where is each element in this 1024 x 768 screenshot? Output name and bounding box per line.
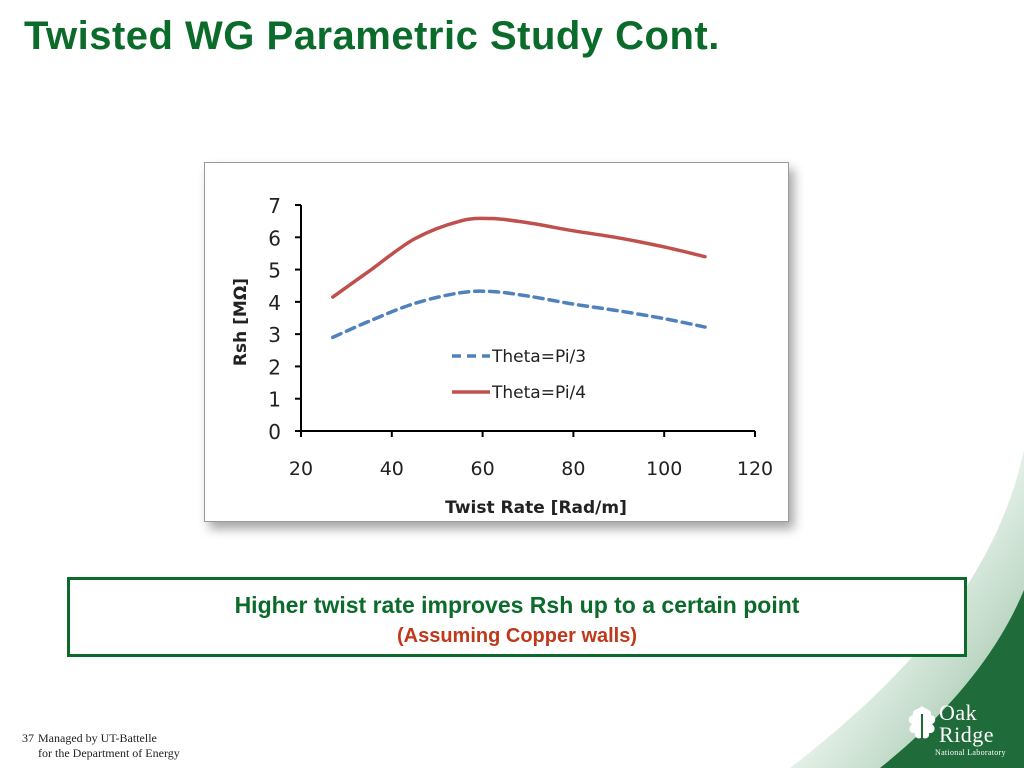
y-tick-label: 6 <box>268 226 281 250</box>
x-tick-label: 40 <box>380 458 404 480</box>
x-tick-label: 20 <box>289 458 313 480</box>
x-tick-label: 60 <box>471 458 495 480</box>
logo-text-ridge: Ridge <box>939 722 995 747</box>
y-axis-label: Rsh [MΩ] <box>231 278 251 366</box>
chart-container: 0 1 2 3 4 5 6 7 20 40 60 80 100 120 Twist Rate [Rad/m]… <box>204 162 789 522</box>
legend-label-2: Theta=Pi/4 <box>491 383 586 403</box>
y-tick-label: 5 <box>268 259 281 283</box>
callout-box: Higher twist rate improves Rsh up to a c… <box>67 577 967 657</box>
callout-sub-text: (Assuming Copper walls) <box>396 625 638 647</box>
line-chart: 0 1 2 3 4 5 6 7 20 40 60 80 100 120 Twist Rate [Rad/m]… <box>231 194 773 518</box>
logo-text-lab: National Laboratory <box>935 748 1006 757</box>
slide-title: Twisted WG Parametric Study Cont. <box>24 14 720 58</box>
x-axis-label: Twist Rate [Rad/m] <box>445 498 627 518</box>
series-line-2 <box>331 216 707 299</box>
oak-leaf-icon <box>908 706 936 744</box>
y-tick-label: 3 <box>268 323 281 347</box>
series-line-1 <box>331 289 707 340</box>
callout-main-text: Higher twist rate improves Rsh up to a c… <box>234 592 800 618</box>
x-tick-label: 80 <box>561 458 585 480</box>
oak-ridge-logo: Oak Ridge National Laboratory <box>905 700 1020 762</box>
page-number: 37 <box>22 731 34 745</box>
y-tick-label: 1 <box>268 388 281 412</box>
y-tick-label: 2 <box>268 355 281 379</box>
legend-label-1: Theta=Pi/3 <box>491 347 586 367</box>
y-tick-label: 0 <box>268 420 281 444</box>
footer-line-2: for the Department of Energy <box>38 746 180 760</box>
x-tick-label: 120 <box>737 458 773 480</box>
y-tick-label: 7 <box>268 194 281 218</box>
logo-text-oak: Oak <box>939 700 978 725</box>
y-tick-label: 4 <box>268 291 281 315</box>
footer-line-1: Managed by UT-Battelle <box>38 731 157 745</box>
footer: 37 Managed by UT-Battelle for the Departm… <box>22 731 180 761</box>
x-tick-label: 100 <box>646 458 682 480</box>
